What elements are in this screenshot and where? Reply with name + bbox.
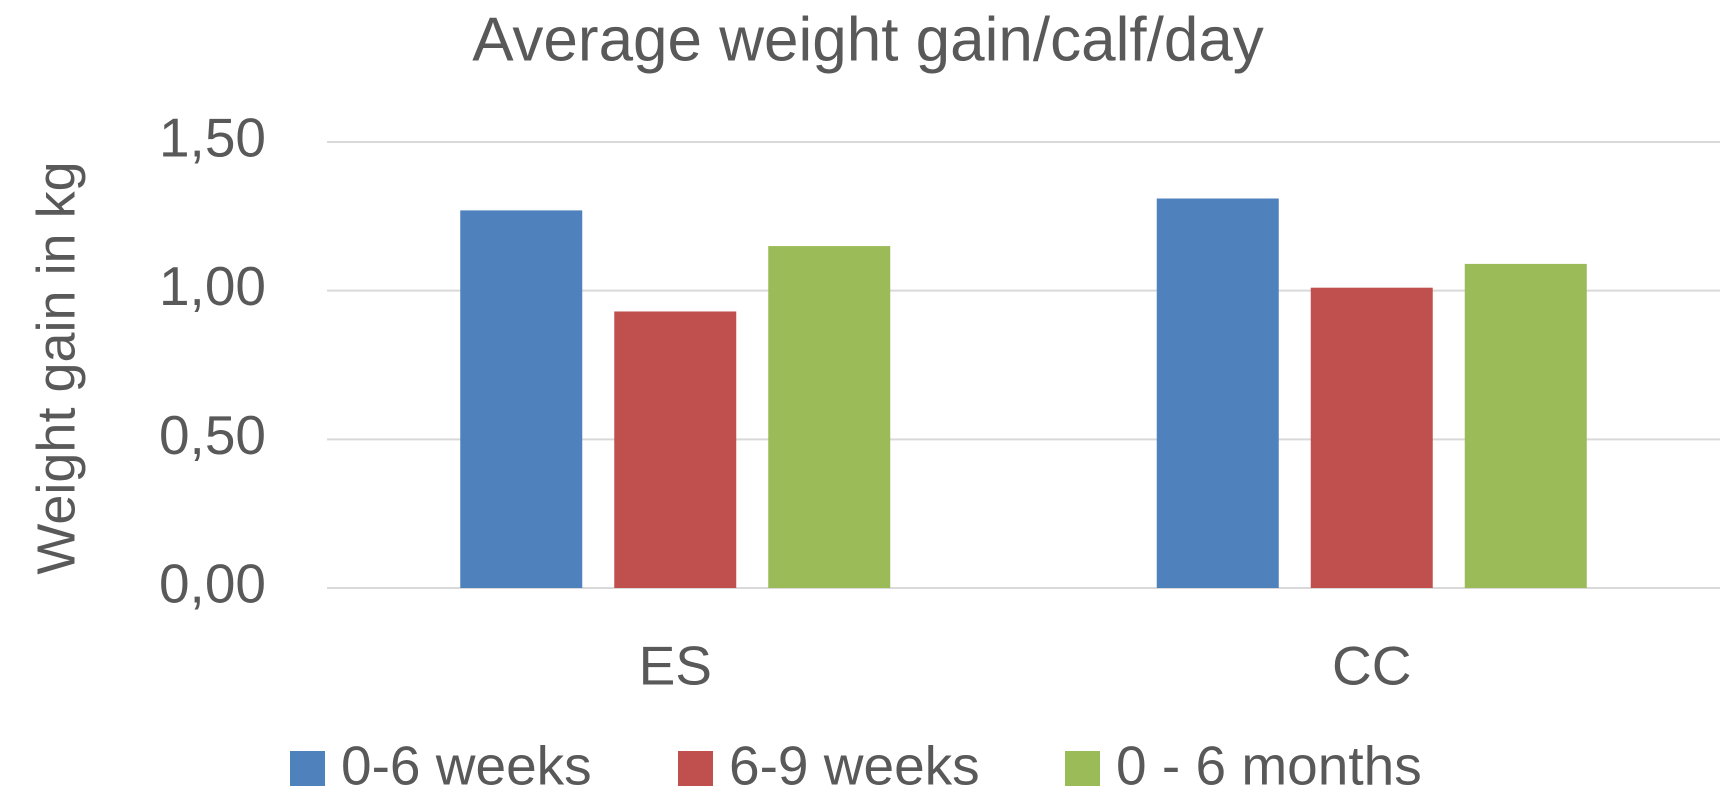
- legend-swatch: [290, 751, 325, 786]
- bar: [1310, 287, 1433, 588]
- y-tick-label: 1,00: [159, 255, 266, 317]
- chart-title: Average weight gain/calf/day: [472, 5, 1264, 74]
- x-tick-label: CC: [1332, 635, 1411, 697]
- bar: [1464, 263, 1587, 588]
- bar: [768, 246, 891, 589]
- bar: [614, 311, 737, 588]
- legend-label: 0-6 weeks: [341, 735, 592, 797]
- y-tick-label: 1,50: [159, 107, 266, 169]
- y-tick-label: 0,00: [159, 553, 266, 615]
- legend-label: 6-9 weeks: [729, 735, 980, 797]
- bar: [1156, 198, 1279, 588]
- legend-swatch: [1065, 751, 1100, 786]
- bar: [460, 210, 583, 589]
- y-axis-label: Weight gain in kg: [26, 161, 86, 574]
- legend-swatch: [678, 751, 713, 786]
- y-tick-label: 0,50: [159, 404, 266, 466]
- legend-label: 0 - 6 months: [1116, 735, 1422, 797]
- x-tick-label: ES: [639, 635, 712, 697]
